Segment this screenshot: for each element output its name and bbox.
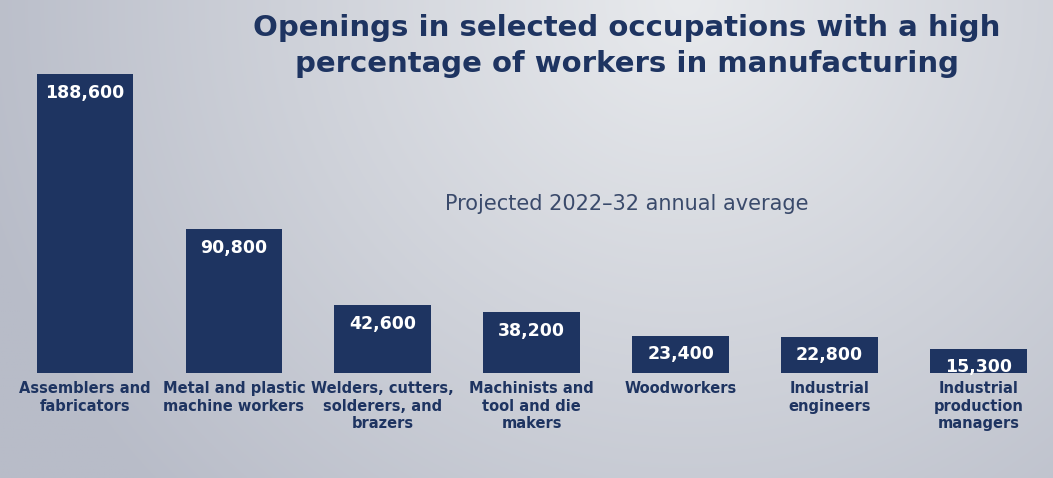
Text: 22,800: 22,800 xyxy=(796,347,863,364)
Text: 188,600: 188,600 xyxy=(45,84,124,101)
Bar xyxy=(335,305,432,373)
Text: 15,300: 15,300 xyxy=(945,358,1012,376)
Bar xyxy=(37,74,134,373)
Text: 23,400: 23,400 xyxy=(648,346,714,363)
Text: 38,200: 38,200 xyxy=(498,322,565,340)
Bar xyxy=(483,312,580,373)
Text: Projected 2022–32 annual average: Projected 2022–32 annual average xyxy=(444,194,809,214)
Text: 42,600: 42,600 xyxy=(350,315,416,333)
Bar xyxy=(930,348,1027,373)
Text: 90,800: 90,800 xyxy=(200,239,267,257)
Bar xyxy=(632,336,729,373)
Text: Openings in selected occupations with a high
percentage of workers in manufactur: Openings in selected occupations with a … xyxy=(253,14,1000,78)
Bar xyxy=(185,229,282,373)
Bar xyxy=(781,337,878,373)
